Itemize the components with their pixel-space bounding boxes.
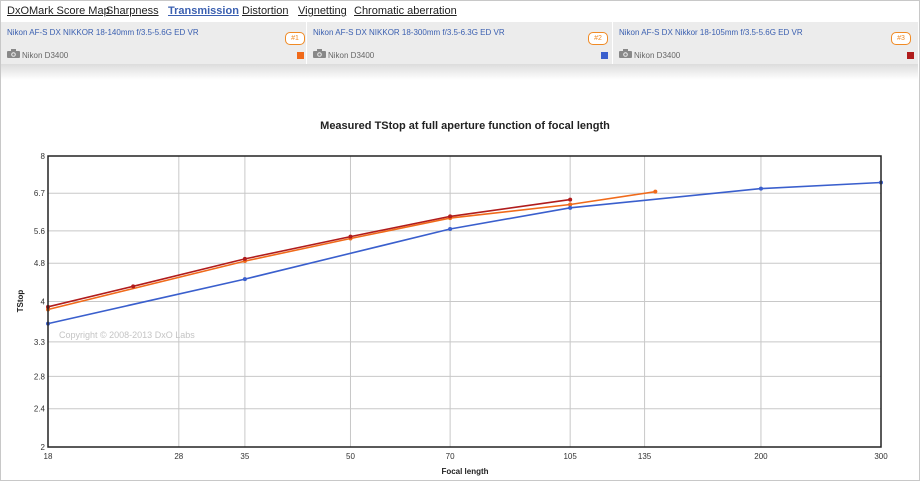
data-point — [653, 189, 658, 194]
lens-badge: #1 — [285, 32, 305, 45]
lens-name[interactable]: Nikon AF-S DX Nikkor 18-105mm f/3.5-5.6G… — [619, 28, 803, 37]
data-point — [131, 284, 136, 289]
lens-selection-bar: Nikon AF-S DX NIKKOR 18-140mm f/3.5-5.6G… — [1, 22, 918, 64]
series-color-swatch — [907, 52, 914, 59]
data-point — [348, 234, 353, 239]
camera-icon — [313, 49, 326, 58]
x-axis-label: Focal length — [441, 467, 488, 476]
data-point — [242, 256, 247, 261]
panel-shadow — [1, 64, 918, 80]
x-tick-label: 105 — [563, 452, 577, 461]
data-point — [758, 186, 763, 191]
y-tick-label: 2.8 — [34, 372, 46, 381]
x-tick-label: 300 — [874, 452, 888, 461]
camera-name: Nikon D3400 — [634, 51, 681, 60]
lens-card-3[interactable]: Nikon AF-S DX Nikkor 18-105mm f/3.5-5.6G… — [613, 22, 918, 64]
x-tick-label: 135 — [638, 452, 652, 461]
data-point — [568, 197, 573, 202]
data-point — [242, 277, 247, 282]
x-tick-label: 35 — [240, 452, 249, 461]
data-point — [568, 202, 573, 207]
lens-card-2[interactable]: Nikon AF-S DX NIKKOR 18-300mm f/3.5-6.3G… — [307, 22, 612, 64]
series-color-swatch — [601, 52, 608, 59]
x-tick-label: 18 — [44, 452, 53, 461]
tab-sharpness[interactable]: Sharpness — [106, 5, 159, 17]
lens-badge: #2 — [588, 32, 608, 45]
data-point — [448, 227, 453, 232]
series-line-2 — [47, 181, 882, 325]
tab-bar: DxOMark Score Map Sharpness Transmission… — [0, 0, 918, 22]
x-tick-label: 70 — [446, 452, 455, 461]
camera-icon — [7, 49, 20, 58]
y-axis-label: TStop — [16, 290, 25, 313]
tab-score-map[interactable]: DxOMark Score Map — [7, 5, 110, 17]
lens-divider — [612, 22, 613, 64]
series-color-swatch — [297, 52, 304, 59]
tab-distortion[interactable]: Distortion — [242, 5, 289, 17]
camera-name: Nikon D3400 — [22, 51, 69, 60]
series-line-1 — [47, 190, 656, 311]
y-tick-label: 6.7 — [34, 189, 46, 198]
y-tick-label: 4.8 — [34, 259, 46, 268]
x-tick-label: 28 — [174, 452, 183, 461]
lens-divider — [306, 22, 307, 64]
y-tick-label: 2 — [41, 443, 46, 452]
x-tick-label: 50 — [346, 452, 355, 461]
lens-name[interactable]: Nikon AF-S DX NIKKOR 18-300mm f/3.5-6.3G… — [313, 28, 505, 37]
lens-card-1[interactable]: Nikon AF-S DX NIKKOR 18-140mm f/3.5-5.6G… — [1, 22, 306, 64]
chart-title: Measured TStop at full aperture function… — [320, 120, 610, 132]
camera-icon — [619, 49, 632, 58]
x-tick-label: 200 — [754, 452, 768, 461]
y-tick-label: 4 — [41, 298, 46, 307]
series-line-3 — [47, 198, 571, 308]
lens-badge: #3 — [891, 32, 911, 45]
tab-chromatic-aberration[interactable]: Chromatic aberration — [354, 5, 457, 17]
data-point — [568, 205, 573, 210]
camera-name: Nikon D3400 — [328, 51, 375, 60]
data-point — [448, 214, 453, 219]
y-tick-label: 3.3 — [34, 338, 46, 347]
y-tick-label: 8 — [41, 152, 46, 161]
y-tick-label: 5.6 — [34, 227, 46, 236]
tab-transmission[interactable]: Transmission — [168, 5, 239, 17]
plot-frame — [47, 155, 882, 448]
lens-name[interactable]: Nikon AF-S DX NIKKOR 18-140mm f/3.5-5.6G… — [7, 28, 199, 37]
copyright-watermark: Copyright © 2008-2013 DxO Labs — [59, 330, 195, 340]
y-tick-label: 2.4 — [34, 405, 46, 414]
tab-vignetting[interactable]: Vignetting — [298, 5, 347, 17]
